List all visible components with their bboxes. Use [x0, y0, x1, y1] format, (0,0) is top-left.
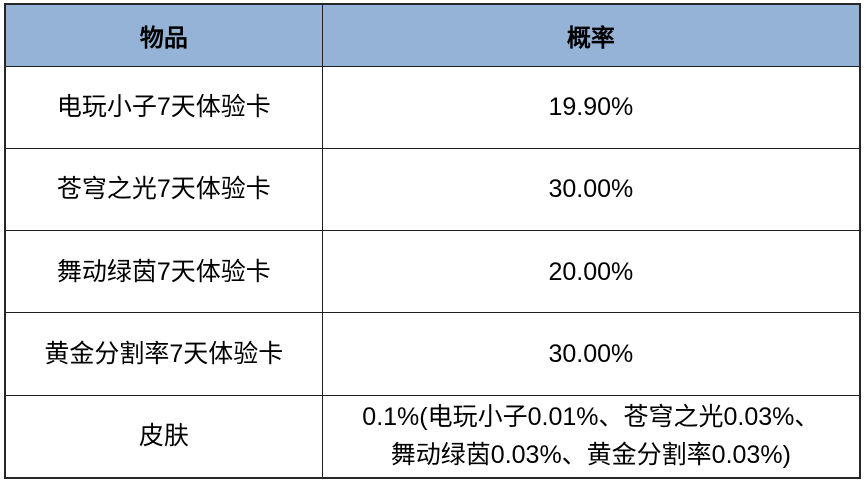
- probability-cell: 30.00%: [321, 147, 861, 232]
- item-cell: 黄金分割率7天体验卡: [4, 312, 323, 396]
- probability-cell: 20.00%: [321, 230, 861, 314]
- table-row: 皮肤 0.1%(电玩小子0.01%、苍穹之光0.03%、 舞动绿茵0.03%、黄…: [4, 394, 861, 479]
- item-cell: 苍穹之光7天体验卡: [4, 147, 323, 232]
- table-row: 舞动绿茵7天体验卡 20.00%: [4, 230, 861, 314]
- probability-cell: 0.1%(电玩小子0.01%、苍穹之光0.03%、 舞动绿茵0.03%、黄金分割…: [321, 394, 861, 479]
- probability-cell: 30.00%: [321, 312, 861, 396]
- item-cell: 电玩小子7天体验卡: [4, 65, 323, 149]
- probability-cell: 19.90%: [321, 65, 861, 149]
- item-cell: 皮肤: [4, 394, 323, 479]
- table-row: 黄金分割率7天体验卡 30.00%: [4, 312, 861, 396]
- item-column-header: 物品: [4, 3, 323, 67]
- probability-column-header: 概率: [321, 3, 861, 67]
- item-cell: 舞动绿茵7天体验卡: [4, 230, 323, 314]
- header-row: 物品 概率: [4, 3, 861, 67]
- table-row: 苍穹之光7天体验卡 30.00%: [4, 147, 861, 232]
- probability-table: 物品 概率 电玩小子7天体验卡 19.90% 苍穹之光7天体验卡 30.00% …: [4, 3, 861, 479]
- table-row: 电玩小子7天体验卡 19.90%: [4, 65, 861, 149]
